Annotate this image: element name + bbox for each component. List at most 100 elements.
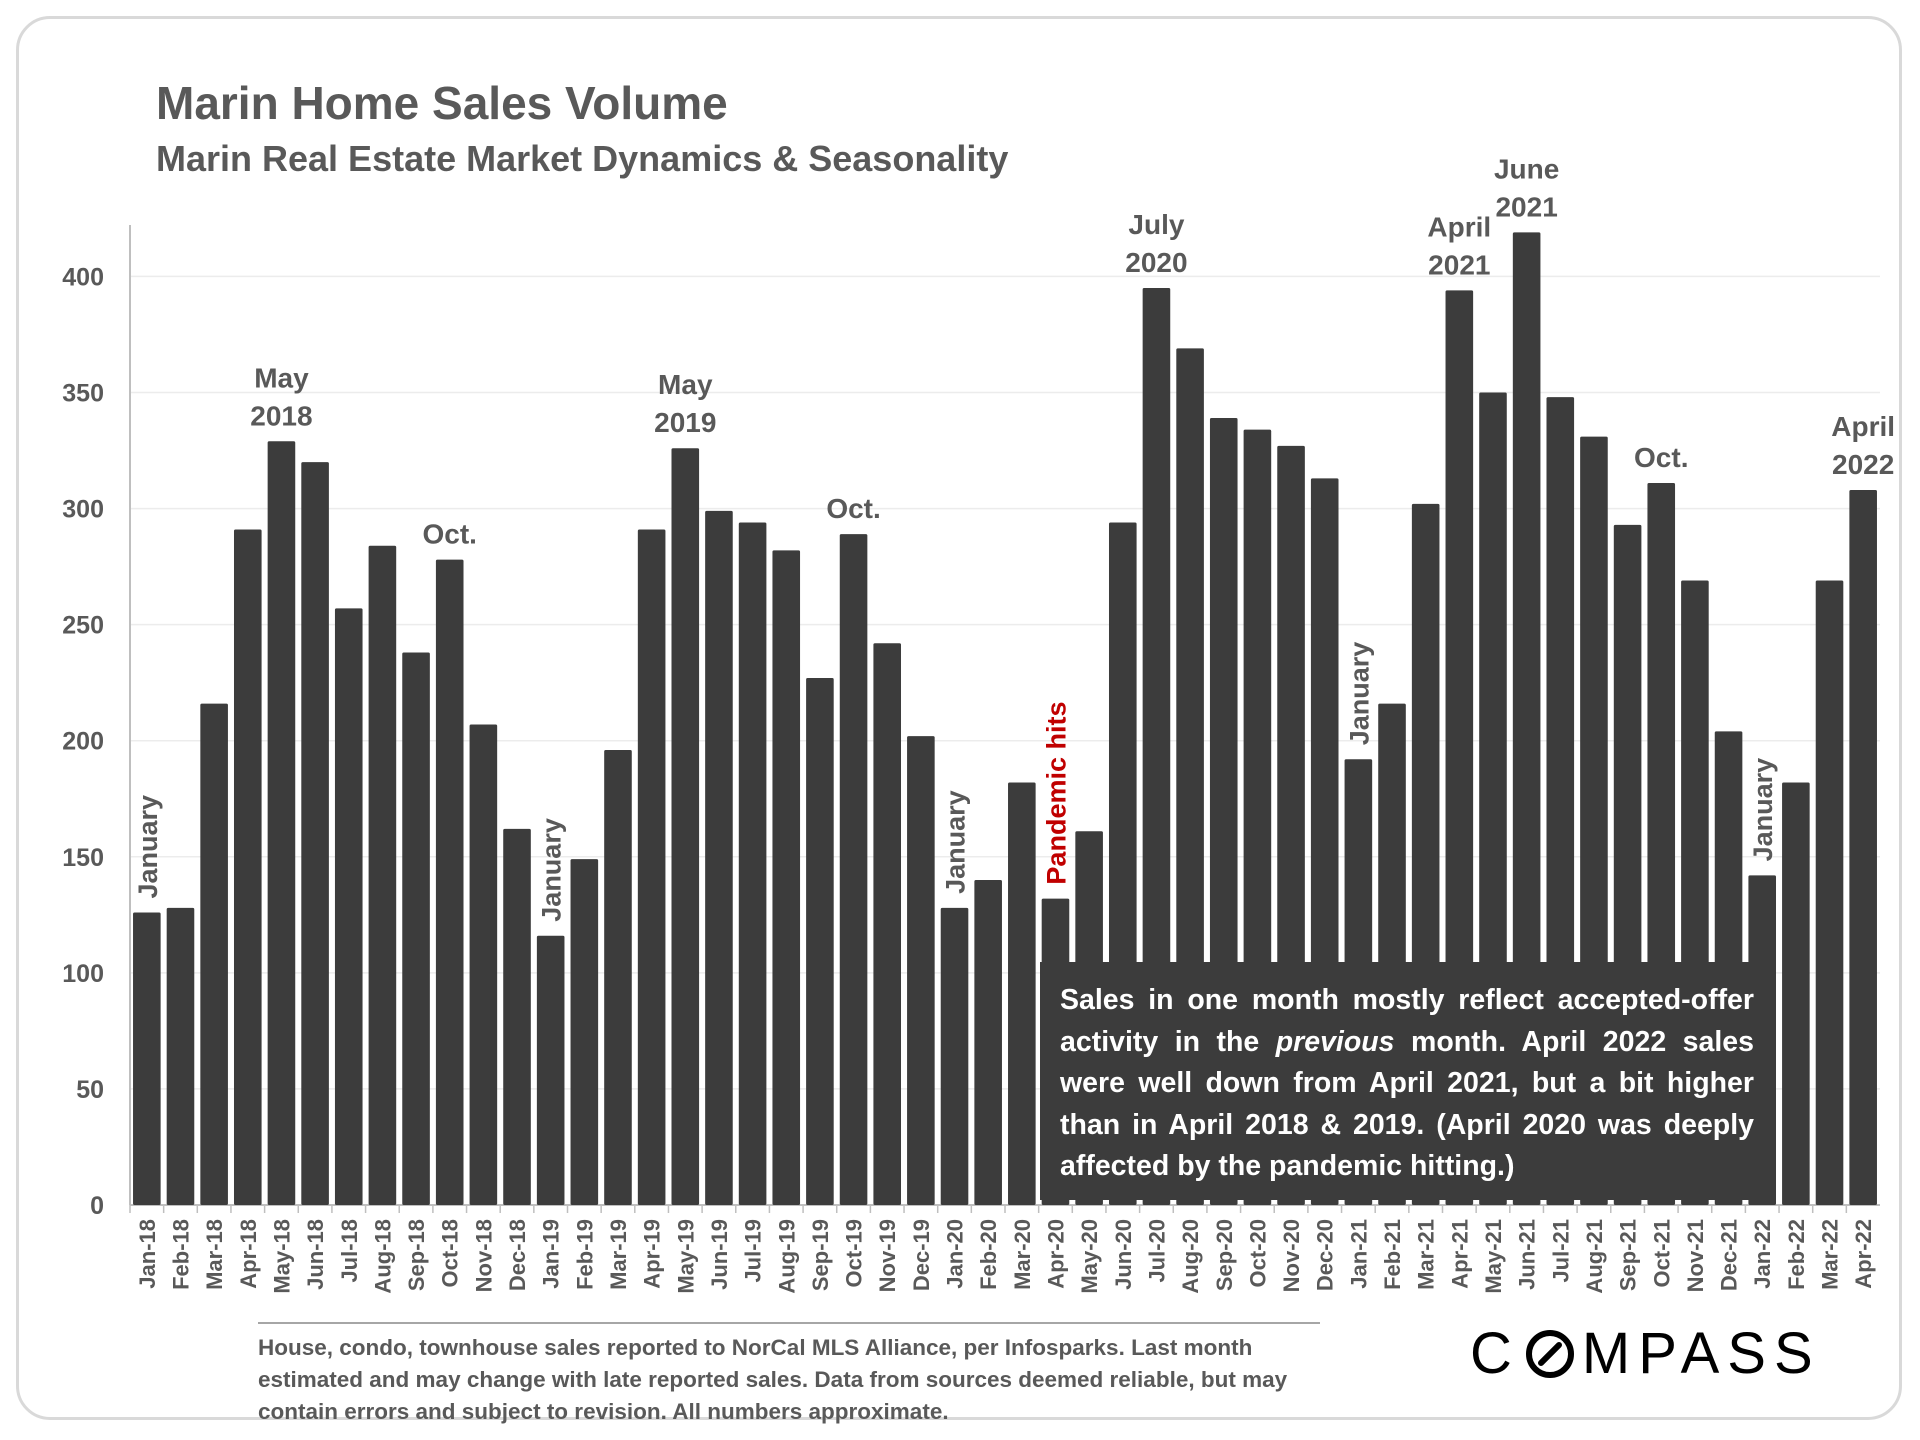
bar-feb-19 — [570, 859, 599, 1205]
x-tick-label: Sep-18 — [404, 1219, 429, 1291]
bar-nov-19 — [873, 643, 902, 1205]
logo-text-right: MPASS — [1581, 1321, 1821, 1386]
bar-annotation: 2021 — [1428, 249, 1490, 280]
y-tick-label: 200 — [62, 728, 104, 756]
x-tick-label: Jun-18 — [303, 1219, 328, 1290]
x-tick-label: Sep-21 — [1616, 1219, 1641, 1291]
x-tick-label: Dec-18 — [505, 1219, 530, 1291]
pandemic-annotation: Pandemic hits — [1041, 702, 1071, 885]
logo-text-left: C — [1470, 1321, 1520, 1386]
january-annotation: January — [537, 818, 567, 922]
bar-nov-18 — [469, 724, 498, 1205]
bar-annotation: Oct. — [826, 493, 880, 524]
y-tick-label: 400 — [62, 263, 104, 291]
bar-jan-18 — [133, 912, 161, 1205]
y-tick-label: 350 — [62, 380, 104, 408]
bar-annotation: May — [254, 362, 309, 393]
compass-logo: C MPASS — [1470, 1320, 1821, 1387]
chart-title: Marin Home Sales Volume — [156, 77, 728, 129]
callout-text-1: Sales in one month mostly reflect accept… — [1060, 984, 1754, 1058]
bar-apr-19 — [637, 529, 666, 1205]
x-tick-label: Aug-21 — [1582, 1219, 1607, 1294]
x-tick-label: Oct-19 — [842, 1219, 867, 1287]
x-tick-label: Dec-20 — [1313, 1219, 1338, 1291]
bar-dec-19 — [907, 736, 935, 1205]
x-tick-label: Nov-21 — [1683, 1219, 1708, 1292]
bar-annotation: Oct. — [1634, 442, 1688, 473]
x-tick-label: Feb-21 — [1380, 1219, 1405, 1290]
y-tick-label: 150 — [62, 844, 104, 872]
bar-dec-18 — [503, 828, 531, 1205]
y-tick-label: 300 — [62, 496, 104, 524]
bar-jul-19 — [738, 522, 767, 1205]
x-tick-label: Feb-19 — [572, 1219, 597, 1290]
chart-subtitle: Marin Real Estate Market Dynamics & Seas… — [156, 138, 1009, 179]
bar-feb-22 — [1782, 782, 1810, 1205]
bar-mar-19 — [604, 750, 632, 1205]
x-tick-label: Jun-20 — [1111, 1219, 1136, 1290]
x-tick-label: Feb-22 — [1784, 1219, 1809, 1290]
x-tick-label: Apr-22 — [1851, 1219, 1876, 1289]
x-tick-label: Jul-21 — [1548, 1219, 1573, 1283]
x-tick-label: Mar-18 — [202, 1219, 227, 1290]
x-tick-label: Aug-19 — [774, 1219, 799, 1294]
x-tick-label: Oct-20 — [1245, 1219, 1270, 1287]
callout-emphasis: previous — [1275, 1025, 1395, 1058]
bar-annotation: 2019 — [654, 407, 716, 438]
x-tick-label: Oct-18 — [438, 1219, 463, 1287]
x-tick-label: Jun-21 — [1515, 1219, 1540, 1290]
bar-annotation: April — [1427, 211, 1491, 242]
x-tick-label: Apr-19 — [640, 1219, 665, 1289]
x-tick-label: Jan-18 — [135, 1219, 160, 1289]
x-tick-label: Nov-19 — [875, 1219, 900, 1292]
bar-may-19 — [671, 448, 700, 1205]
bar-sep-19 — [806, 678, 834, 1205]
y-tick-label: 250 — [62, 612, 104, 640]
x-tick-label: Feb-20 — [976, 1219, 1001, 1290]
x-tick-label: Apr-21 — [1447, 1219, 1472, 1289]
x-tick-label: Mar-19 — [606, 1219, 631, 1290]
bar-jun-21 — [1512, 232, 1541, 1206]
bar-aug-18 — [368, 545, 397, 1205]
bar-feb-18 — [166, 907, 195, 1205]
x-tick-label: Jul-18 — [337, 1219, 362, 1283]
bar-aug-19 — [772, 550, 801, 1205]
bar-annotation: April — [1831, 411, 1895, 442]
x-tick-label: Sep-20 — [1212, 1219, 1237, 1291]
x-tick-label: Feb-18 — [168, 1219, 193, 1290]
bar-annotation: 2020 — [1125, 247, 1187, 278]
x-tick-label: Aug-20 — [1178, 1219, 1203, 1294]
compass-o-icon — [1525, 1329, 1574, 1378]
january-annotation: January — [941, 790, 971, 894]
x-tick-label: Apr-18 — [236, 1219, 261, 1289]
x-tick-label: Apr-20 — [1043, 1219, 1068, 1289]
bar-apr-22 — [1849, 490, 1877, 1205]
bar-sep-18 — [402, 652, 430, 1205]
x-tick-label: Jun-19 — [707, 1219, 732, 1290]
bar-feb-20 — [974, 880, 1002, 1205]
x-tick-label: May-19 — [673, 1219, 698, 1294]
x-tick-label: Jan-22 — [1750, 1219, 1775, 1289]
x-tick-label: Dec-19 — [909, 1219, 934, 1291]
bar-jul-18 — [334, 608, 363, 1205]
x-tick-label: May-20 — [1077, 1219, 1102, 1294]
january-annotation: January — [1344, 642, 1374, 746]
x-tick-label: May-18 — [269, 1219, 294, 1294]
y-tick-label: 50 — [76, 1076, 104, 1104]
bar-may-18 — [267, 441, 296, 1205]
x-tick-label: Jan-19 — [539, 1219, 564, 1289]
bar-jun-19 — [705, 510, 733, 1206]
bar-annotation: 2018 — [250, 400, 312, 431]
x-tick-label: Nov-20 — [1279, 1219, 1304, 1292]
source-footnote: House, condo, townhouse sales reported t… — [258, 1322, 1320, 1428]
bar-annotation: June — [1494, 153, 1559, 184]
january-annotation: January — [133, 795, 163, 899]
callout-box: Sales in one month mostly reflect accept… — [1040, 962, 1774, 1200]
january-annotation: January — [1748, 758, 1778, 862]
bar-mar-18 — [200, 703, 228, 1205]
x-tick-label: May-21 — [1481, 1219, 1506, 1294]
x-tick-label: Dec-21 — [1717, 1219, 1742, 1291]
callout-text-2: month. April 2022 sales were well down f… — [1060, 1025, 1754, 1183]
y-tick-label: 0 — [90, 1192, 104, 1220]
